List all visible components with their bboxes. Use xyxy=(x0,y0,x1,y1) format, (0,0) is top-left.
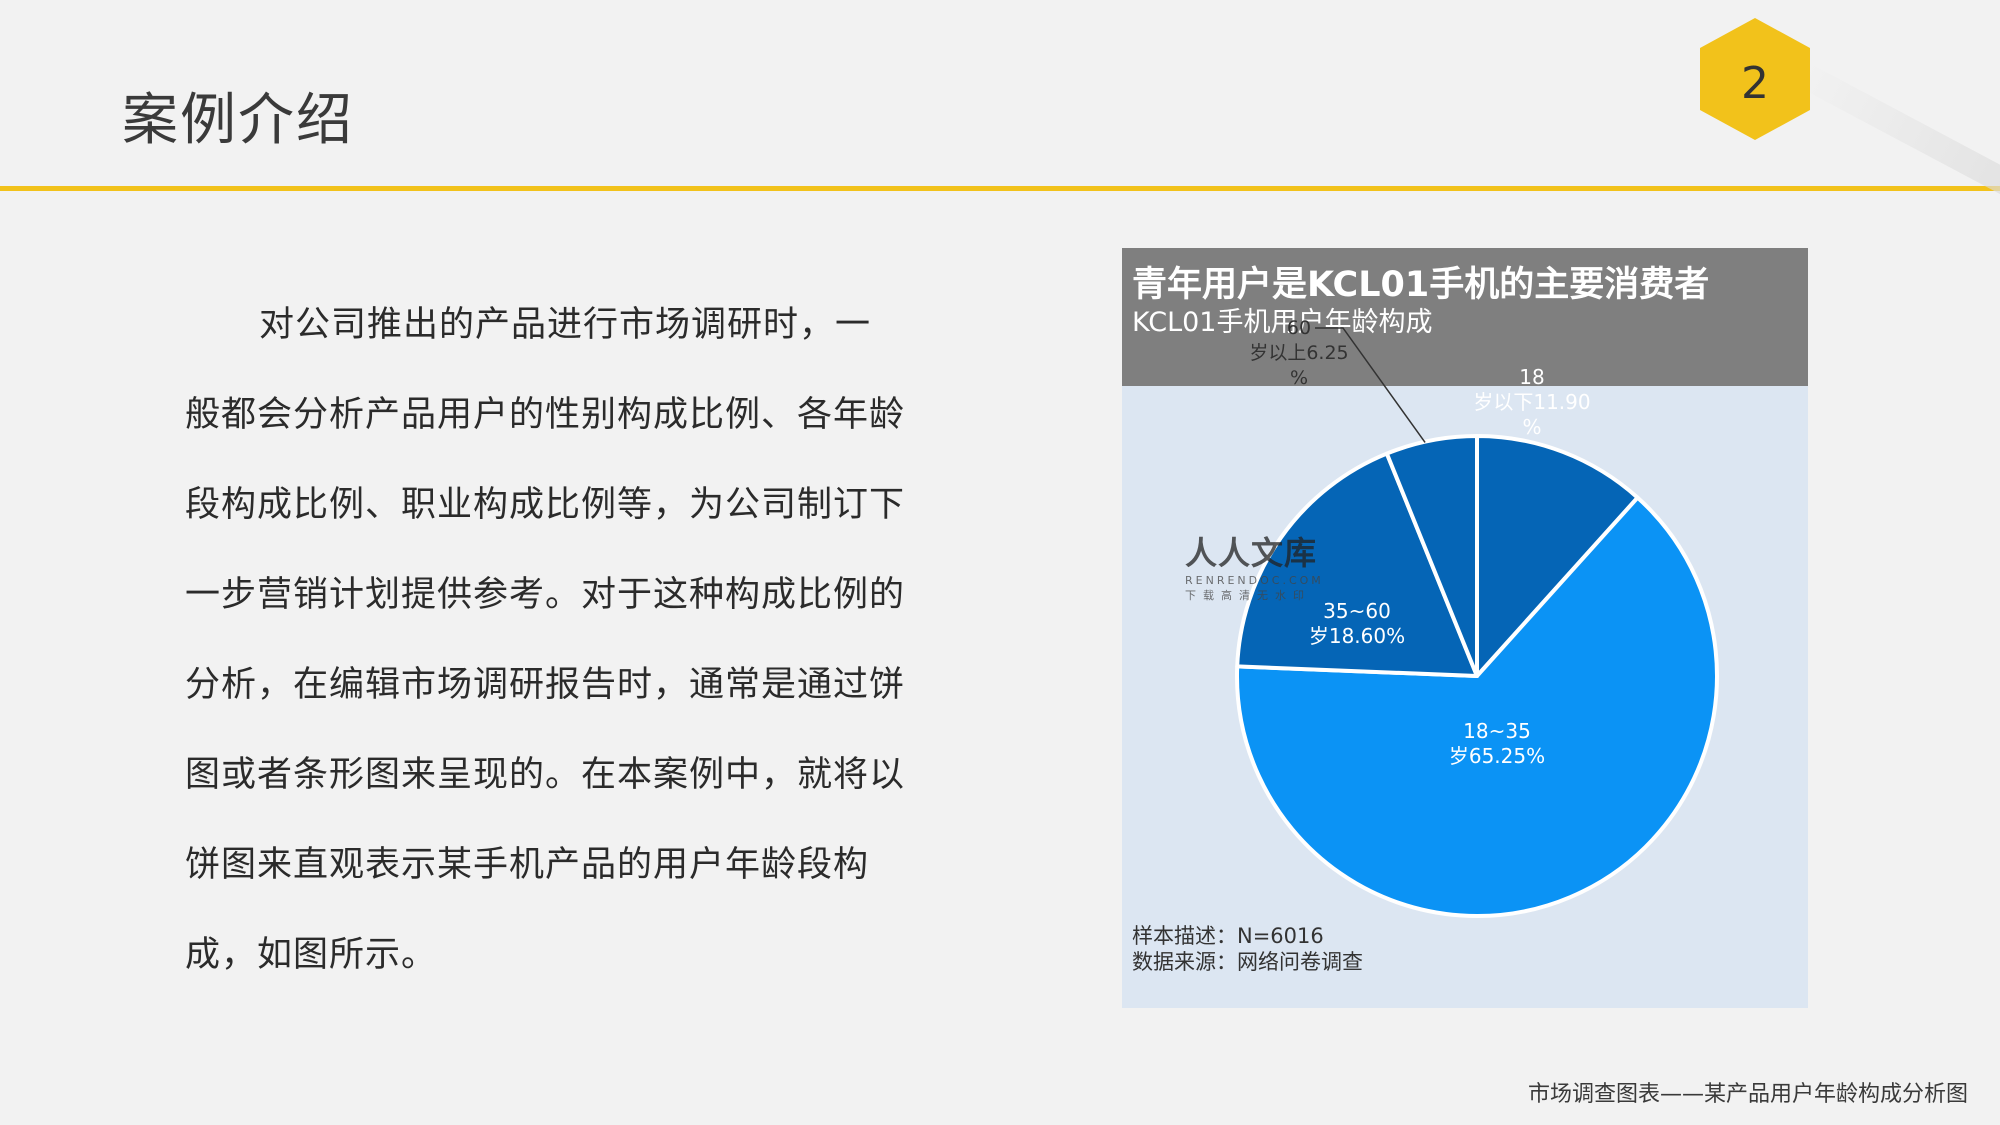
page-title: 案例介绍 xyxy=(122,88,354,153)
chart-notes: 样本描述：N=6016 数据来源：网络问卷调查 xyxy=(1132,923,1363,975)
sample-note: 样本描述：N=6016 xyxy=(1132,924,1324,948)
body-paragraph: 对公司推出的产品进行市场调研时，一般都会分析产品用户的性别构成比例、各年龄段构成… xyxy=(185,305,906,975)
pie-slice xyxy=(1475,434,1640,678)
chart-subtitle: KCL01手机用户年龄构成 xyxy=(1132,307,1433,338)
slice-label: 18 岁以下11.90% xyxy=(1473,365,1590,439)
watermark: 人人文库 RENRENDOC.COM 下载高清无水印 xyxy=(1185,528,1324,603)
label-leader-line xyxy=(1315,327,1426,443)
slice-label: 35~60 岁18.60% xyxy=(1309,599,1405,648)
page-number: 2 xyxy=(1741,58,1769,109)
footer-caption: 市场调查图表——某产品用户年龄构成分析图 xyxy=(1528,1082,1969,1107)
source-note: 数据来源：网络问卷调查 xyxy=(1132,950,1363,974)
watermark-site: RENRENDOC.COM xyxy=(1185,574,1324,587)
title-divider xyxy=(0,186,2000,191)
pie-slice xyxy=(1235,451,1479,678)
chart-title: 青年用户是KCL01手机的主要消费者 xyxy=(1132,265,1710,305)
page-number-hexagon xyxy=(1700,18,1810,140)
slice-label: 18~35 岁65.25% xyxy=(1449,719,1545,768)
pie-chart-card: 青年用户是KCL01手机的主要消费者 KCL01手机用户年龄构成 18 岁以下11… xyxy=(1122,248,1808,1008)
pie-chart: 18 岁以下11.90 % 18~35 岁65.25% 35~60 岁18.60% 60 岁以上… xyxy=(1235,317,1719,918)
corner-decoration xyxy=(1793,61,2000,198)
watermark-tagline: 下载高清无水印 xyxy=(1185,589,1311,602)
chart-header: 青年用户是KCL01手机的主要消费者 KCL01手机用户年龄构成 xyxy=(1122,248,1808,386)
hexagon-shape xyxy=(1700,18,1810,140)
slice-label: 60 岁以上6.25% xyxy=(1249,317,1348,389)
pie-slice xyxy=(1384,434,1479,678)
pie-slice xyxy=(1235,495,1719,918)
watermark-logo-text: 人人文库 xyxy=(1185,534,1318,572)
